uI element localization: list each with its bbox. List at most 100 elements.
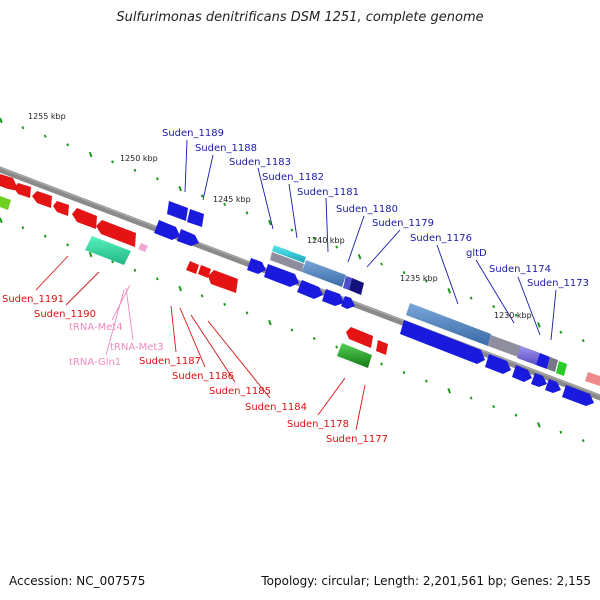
gene-label-reverse[interactable]: Suden_1178 [287,419,349,430]
gene-label-forward[interactable]: Suden_1182 [262,172,324,183]
scale-tick [380,362,383,366]
gene-label-forward[interactable]: Suden_1181 [297,187,359,198]
trna-feature[interactable] [138,243,148,252]
scale-tick [402,371,406,375]
cds-reverse[interactable] [53,201,69,216]
gene-label-reverse[interactable]: Suden_1186 [172,371,234,382]
cds-forward[interactable] [562,385,594,406]
scale-tick [335,245,339,249]
scale-tick [581,439,585,443]
rrna-other[interactable] [337,343,372,368]
gene-label-forward[interactable]: Suden_1180 [336,204,398,215]
scale-tick [424,379,428,383]
cds-forward[interactable] [547,357,558,372]
scale-tick [380,262,383,266]
gene-label-forward[interactable]: gltD [466,248,487,259]
cds-forward[interactable] [297,280,323,299]
scale-tick [155,177,159,181]
gene-label-forward[interactable]: Suden_1176 [410,233,472,244]
cds-forward[interactable] [177,229,199,246]
scale-tick [178,185,183,192]
genome-features [0,174,600,406]
cds-forward[interactable] [406,303,491,346]
accession-text: Accession: NC_007575 [9,574,146,588]
gene-label-forward[interactable]: Suden_1179 [372,218,434,229]
cds-forward[interactable] [247,258,266,274]
cds-reverse[interactable] [96,220,136,247]
gene-label-reverse[interactable]: Suden_1187 [139,356,201,367]
gene-label-forward[interactable]: Suden_1189 [162,128,224,139]
cds-forward[interactable] [322,289,344,306]
cds-forward[interactable] [556,361,567,376]
cds-reverse[interactable] [208,270,238,293]
cds-reverse[interactable] [186,261,199,274]
scale-tick [43,234,47,238]
cds-reverse[interactable] [0,174,19,191]
genome-title: Sulfurimonas denitrificans DSM 1251, com… [116,10,484,25]
scale-tick [335,345,339,349]
scale-tick [111,160,114,164]
scale-tick [178,285,183,292]
gene-label-reverse[interactable]: Suden_1190 [34,309,96,320]
cds-forward[interactable] [343,276,352,290]
backbone-line [0,166,600,401]
gene-label-forward[interactable]: Suden_1183 [229,157,291,168]
kbp-label: 1245 kbp [213,195,251,204]
cds-forward[interactable] [536,353,550,369]
cds-forward[interactable] [302,260,346,287]
cds-forward[interactable] [270,252,304,272]
cds-reverse[interactable] [585,372,600,386]
scale-tick [88,251,93,258]
scale-tick [133,168,137,172]
cds-forward[interactable] [545,379,561,393]
cds-forward[interactable] [488,335,521,357]
cds-reverse[interactable] [0,196,11,210]
cds-reverse[interactable] [346,327,373,348]
cds-reverse[interactable] [32,191,52,208]
cds-forward[interactable] [341,296,355,309]
gene-label-reverse[interactable]: Suden_1184 [245,402,307,413]
cds-forward[interactable] [167,201,188,221]
cds-forward[interactable] [272,245,306,263]
kbp-labels: 1255 kbp 1250 kbp 1245 kbp 1240 kbp 1235… [28,112,532,320]
scale-tick [447,288,452,294]
scale-tick [492,405,496,409]
scale-tick [492,305,496,309]
scale-tick [290,228,294,232]
gene-label-reverse[interactable]: Suden_1191 [2,294,64,305]
cds-reverse[interactable] [198,265,211,278]
gene-label-trna[interactable]: tRNA-Met4 [69,322,123,333]
cds-forward[interactable] [264,264,299,287]
gene-label-reverse[interactable]: Suden_1185 [209,386,271,397]
scale-tick [200,194,204,198]
cds-forward[interactable] [512,365,532,382]
gene-label-trna[interactable]: tRNA-Gln1 [69,357,121,368]
gene-label-forward[interactable]: Suden_1174 [489,264,551,275]
cds-reverse[interactable] [72,208,97,229]
scale-tick [514,313,518,317]
kbp-label: 1240 kbp [307,236,345,245]
rrna-feature[interactable] [85,236,131,265]
cds-reverse[interactable] [14,183,31,198]
gene-label-trna[interactable]: tRNA-Met3 [110,342,164,353]
scale-tick [559,330,563,334]
scale-tick [66,143,70,147]
scale-tick [111,260,114,264]
cds-forward[interactable] [531,373,547,387]
cds-forward[interactable] [154,220,180,240]
label-leader-lines [35,139,557,431]
gene-label-forward[interactable]: Suden_1188 [195,143,257,154]
gene-label-reverse[interactable]: Suden_1177 [326,434,388,445]
scale-tick [245,211,249,215]
scale-tick [537,322,541,328]
cds-forward[interactable] [517,346,540,365]
cds-forward[interactable] [485,354,511,374]
cds-forward[interactable] [400,320,485,364]
cds-reverse[interactable] [376,340,388,355]
cds-forward[interactable] [349,278,364,295]
scale-tick [447,388,452,394]
gene-label-forward[interactable]: Suden_1173 [527,278,589,289]
cds-forward[interactable] [187,209,204,227]
